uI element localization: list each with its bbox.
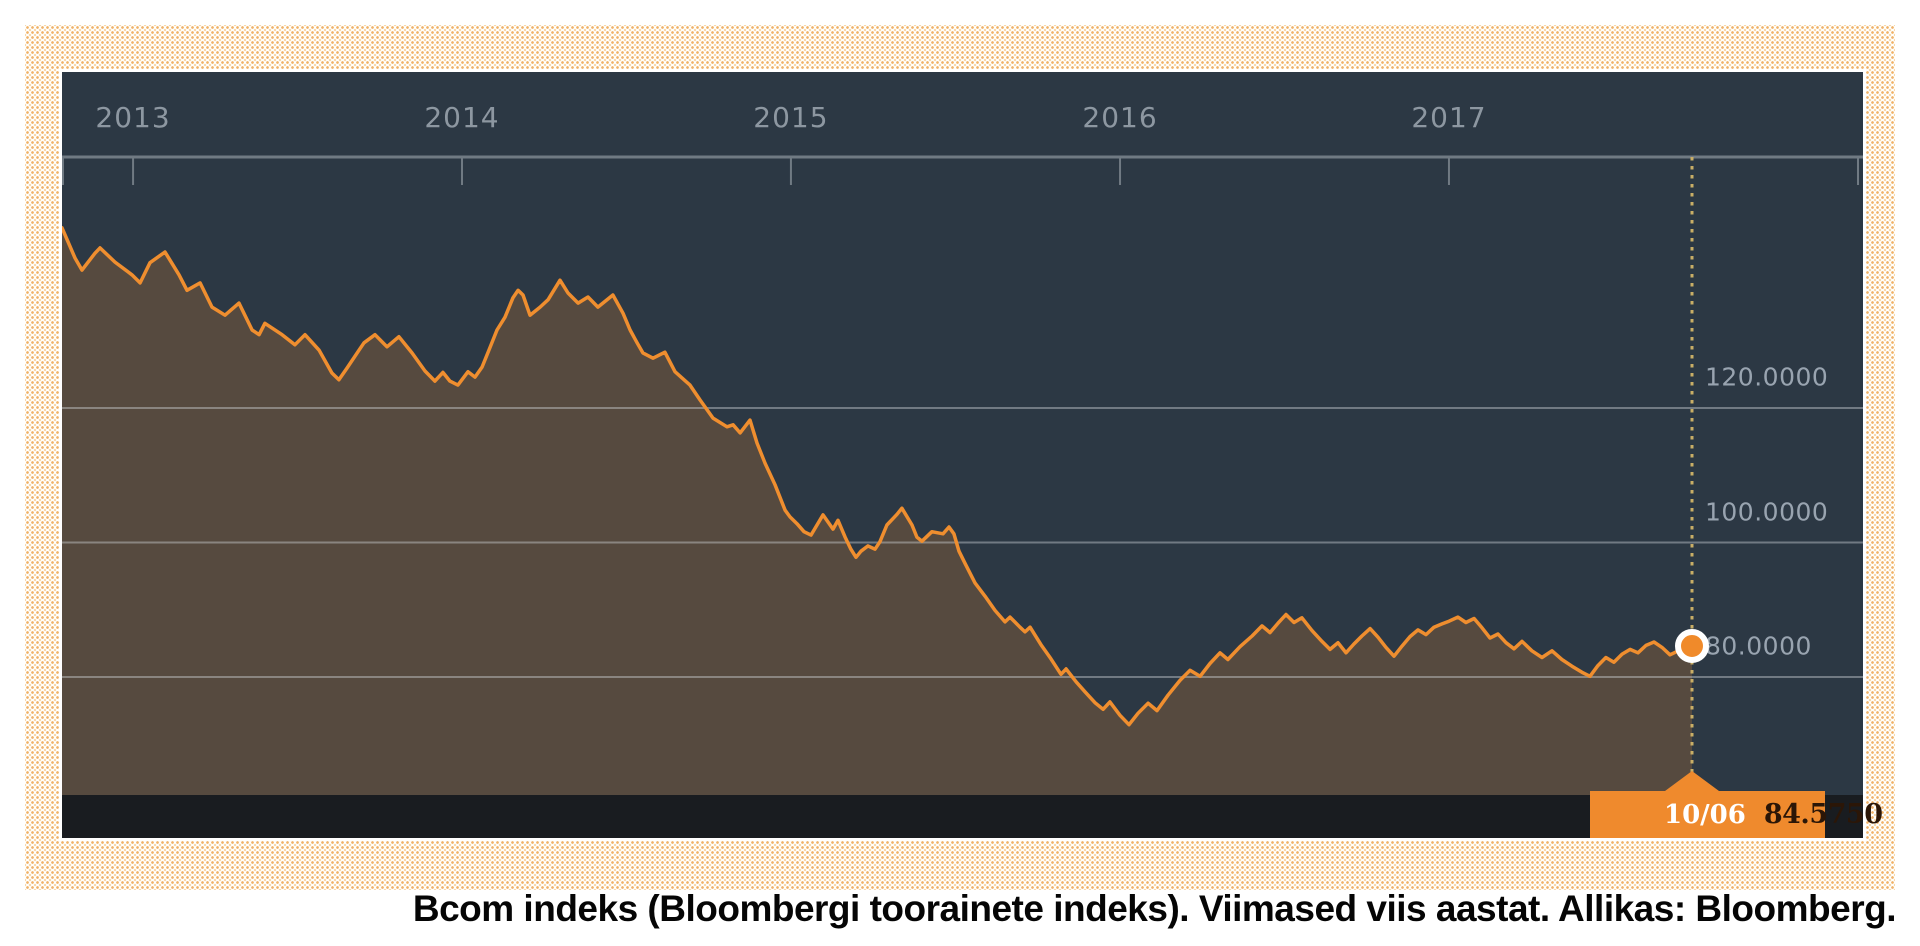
x-tick-label-2016: 2016 bbox=[1082, 101, 1158, 134]
x-tick-label-2015: 2015 bbox=[753, 101, 829, 134]
y-tick-label-100: 100.0000 bbox=[1705, 497, 1829, 526]
price-area-chart bbox=[62, 155, 1863, 838]
bottom-bar bbox=[62, 795, 1863, 838]
last-price-marker bbox=[1675, 629, 1709, 664]
x-tick-label-2013: 2013 bbox=[95, 101, 171, 134]
dotted-border-frame: 2013 2014 2015 2016 2017 120.0000 100.0000 80.… bbox=[25, 25, 1895, 890]
y-tick-label-80: 80.0000 bbox=[1705, 631, 1812, 661]
price-line bbox=[62, 226, 1694, 727]
tag-pointer-triangle bbox=[1665, 771, 1719, 791]
x-tick-label-2017: 2017 bbox=[1411, 101, 1487, 134]
x-tick-label-2014: 2014 bbox=[424, 101, 500, 134]
last-price-tag: 10/06 84.5750 bbox=[1590, 771, 1883, 838]
area-fill bbox=[62, 227, 1692, 796]
tag-date: 10/06 bbox=[1664, 799, 1746, 830]
tag-value: 84.5750 bbox=[1763, 799, 1883, 830]
figure-caption: Bcom indeks (Bloombergi toorainete indek… bbox=[412, 888, 1897, 929]
chart-panel: 2013 2014 2015 2016 2017 120.0000 100.0000 80.… bbox=[59, 69, 1883, 841]
y-tick-label-120: 120.0000 bbox=[1705, 362, 1829, 392]
